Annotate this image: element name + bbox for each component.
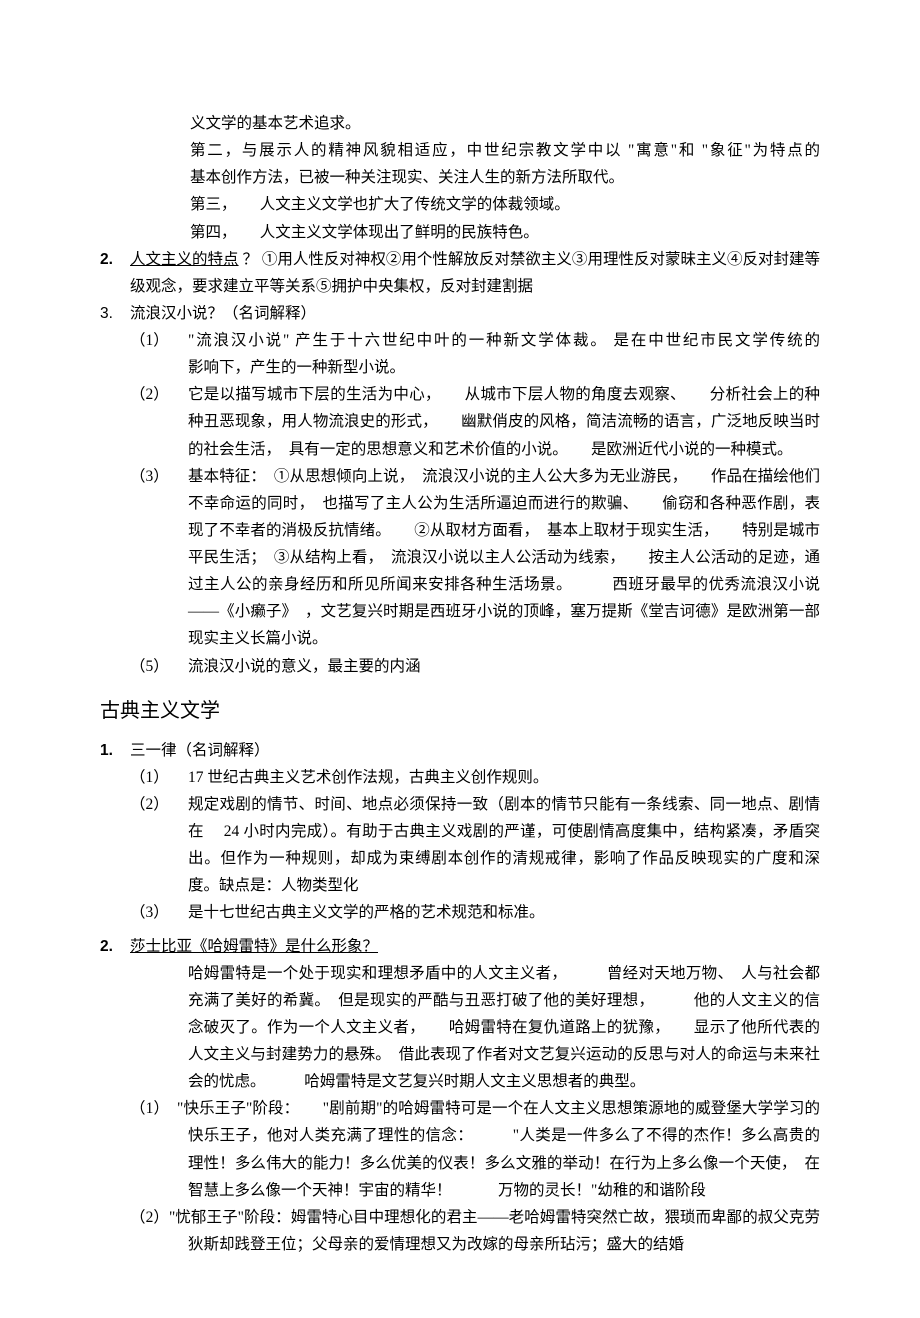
classic-1-p3-content: 是十七世纪古典主义文学的严格的艺术规范和标准。 bbox=[188, 899, 820, 926]
item-3-p3: （3） 基本特征： ①从思想倾向上说， 流浪汉小说的主人公大多为无业游民， 作品… bbox=[100, 463, 820, 653]
classic-1: 1. 三一律（名词解释） bbox=[100, 737, 820, 764]
item-3-p1-content: "流浪汉小说" 产生于十六世纪中叶的一种新文学体裁。 是在中世纪市民文学传统的 … bbox=[188, 327, 820, 381]
classic-1-p2-content: 规定戏剧的情节、时间、地点必须保持一致（剧本的情节只能有一条线索、同一地点、剧情… bbox=[188, 791, 820, 900]
cont-line-3: 基本创作方法，已被一种关注现实、关注人生的新方法所取代。 bbox=[190, 164, 820, 191]
item-3-p2: （2） 它是以描写城市下层的生活为中心， 从城市下层人物的角度去观察、 分析社会… bbox=[100, 381, 820, 462]
classic-2-title: 莎士比亚《哈姆雷特》是什么形象？ bbox=[130, 938, 378, 955]
item-3-p5: （5） 流浪汉小说的意义，最主要的内涵 bbox=[100, 653, 820, 680]
classic-1-p2: （2） 规定戏剧的情节、时间、地点必须保持一致（剧本的情节只能有一条线索、同一地… bbox=[100, 791, 820, 900]
item-3-title: 流浪汉小说？（名词解释） bbox=[130, 300, 820, 327]
cont-line-1: 义文学的基本艺术追求。 bbox=[190, 110, 820, 137]
classic-2-p2: （2）"忧郁王子"阶段：姆雷特心目中理想化的君主——老哈姆雷特突然亡故，猥琐而卑… bbox=[100, 1204, 820, 1258]
section-title-classical: 古典主义文学 bbox=[100, 694, 820, 729]
item-2-title: 人文主义的特点 bbox=[130, 251, 239, 268]
document-page: 义文学的基本艺术追求。 第二，与展示人的精神风貌相适应，中世纪宗教文学中以 "寓… bbox=[0, 0, 920, 1318]
item-3-p2-num: （2） bbox=[130, 381, 188, 462]
item-2-content: 人文主义的特点 ？ ①用人性反对神权②用个性解放反对禁欲主义③用理性反对蒙昧主义… bbox=[130, 246, 820, 300]
item-3-p1: （1） "流浪汉小说" 产生于十六世纪中叶的一种新文学体裁。 是在中世纪市民文学… bbox=[100, 327, 820, 381]
item-3-p2-content: 它是以描写城市下层的生活为中心， 从城市下层人物的角度去观察、 分析社会上的种种… bbox=[188, 381, 820, 462]
classic-1-p2-num: （2） bbox=[130, 791, 188, 900]
cont-line-5: 第四， 人文主义文学体现出了鲜明的民族特色。 bbox=[190, 219, 820, 246]
classic-1-p3-num: （3） bbox=[130, 899, 188, 926]
classic-2: 2. 莎士比亚《哈姆雷特》是什么形象？ bbox=[100, 933, 820, 960]
classic-2-p1-content: "快乐王子"阶段： "剧前期"的哈姆雷特可是一个在人文主义思想策源地的威登堡大学… bbox=[161, 1100, 820, 1198]
item-3-p5-content: 流浪汉小说的意义，最主要的内涵 bbox=[188, 653, 820, 680]
item-2-num: 2. bbox=[100, 246, 130, 300]
item-2: 2. 人文主义的特点 ？ ①用人性反对神权②用个性解放反对禁欲主义③用理性反对蒙… bbox=[100, 246, 820, 300]
item-3-num: 3. bbox=[100, 300, 130, 327]
cont-line-2: 第二，与展示人的精神风貌相适应，中世纪宗教文学中以 "寓意"和 "象征"为特点的 bbox=[190, 137, 820, 164]
classic-2-p2-content: "忧郁王子"阶段：姆雷特心目中理想化的君主——老哈姆雷特突然亡故，猥琐而卑鄙的叔… bbox=[169, 1209, 820, 1253]
item-3-p3-content: 基本特征： ①从思想倾向上说， 流浪汉小说的主人公大多为无业游民， 作品在描绘他… bbox=[188, 463, 820, 653]
top-continuation-block: 义文学的基本艺术追求。 第二，与展示人的精神风貌相适应，中世纪宗教文学中以 "寓… bbox=[100, 110, 820, 246]
item-3-p5-num: （5） bbox=[130, 653, 188, 680]
classic-1-num: 1. bbox=[100, 737, 130, 764]
item-3-p3-num: （3） bbox=[130, 463, 188, 653]
item-2-qmark: ？ bbox=[242, 251, 258, 268]
classic-2-intro: 哈姆雷特是一个处于现实和理想矛盾中的人文主义者， 曾经对天地万物、 人与社会都充… bbox=[100, 960, 820, 1096]
item-3-p1-num: （1） bbox=[130, 327, 188, 381]
item-3: 3. 流浪汉小说？（名词解释） bbox=[100, 300, 820, 327]
classic-2-title-wrap: 莎士比亚《哈姆雷特》是什么形象？ bbox=[130, 933, 820, 960]
classic-2-num: 2. bbox=[100, 933, 130, 960]
classic-2-p1: （1） "快乐王子"阶段： "剧前期"的哈姆雷特可是一个在人文主义思想策源地的威… bbox=[100, 1095, 820, 1204]
classic-1-p1: （1） 17 世纪古典主义艺术创作法规，古典主义创作规则。 bbox=[100, 764, 820, 791]
classic-1-p1-num: （1） bbox=[130, 764, 188, 791]
classic-2-p1-num: （1） bbox=[130, 1100, 161, 1117]
classic-1-p3: （3） 是十七世纪古典主义文学的严格的艺术规范和标准。 bbox=[100, 899, 820, 926]
classic-1-p1-content: 17 世纪古典主义艺术创作法规，古典主义创作规则。 bbox=[188, 764, 820, 791]
classic-1-title: 三一律（名词解释） bbox=[130, 737, 820, 764]
cont-line-4: 第三， 人文主义文学也扩大了传统文学的体裁领域。 bbox=[190, 191, 820, 218]
classic-2-p2-num: （2） bbox=[130, 1209, 169, 1226]
